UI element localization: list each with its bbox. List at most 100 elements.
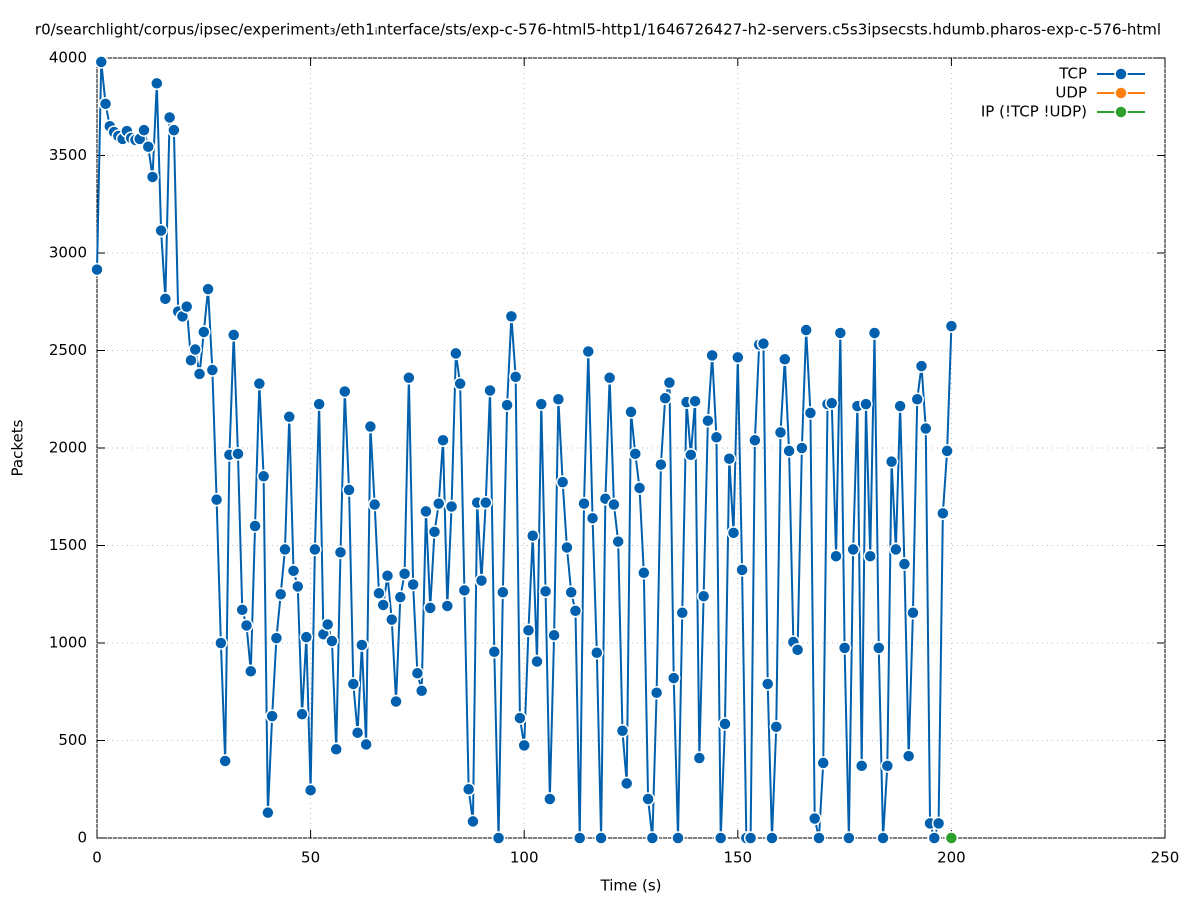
data-point [359, 737, 373, 752]
data-point [919, 421, 933, 436]
data-point [449, 346, 463, 361]
data-point [402, 371, 416, 385]
data-point [696, 589, 711, 603]
data-point [863, 549, 877, 563]
x-tick-label: 150 [723, 849, 752, 867]
data-point [743, 831, 758, 845]
data-point [479, 495, 493, 510]
data-point [273, 587, 288, 601]
data-point [179, 299, 194, 314]
data-point [713, 831, 728, 845]
data-point [718, 717, 732, 731]
data-point [350, 725, 365, 740]
data-point [675, 606, 690, 620]
data-point [585, 511, 600, 525]
data-point [530, 654, 544, 669]
data-point [825, 396, 839, 410]
data-point [572, 831, 587, 845]
data-point [291, 579, 305, 594]
data-point [748, 433, 762, 447]
data-point [303, 783, 318, 797]
data-point [889, 542, 903, 557]
data-point [944, 319, 959, 333]
data-point [363, 419, 378, 434]
data-point [842, 831, 856, 845]
data-point [931, 816, 946, 831]
data-point [884, 454, 899, 469]
data-point [367, 497, 382, 512]
data-point [701, 413, 715, 428]
data-point [346, 677, 361, 691]
data-point [278, 542, 292, 557]
y-tick-label: 1000 [49, 634, 87, 652]
data-point [461, 782, 476, 796]
data-point [525, 529, 540, 543]
data-point [500, 398, 514, 412]
data-point [244, 664, 258, 679]
legend-label: IP (!TCP !UDP) [981, 103, 1087, 121]
data-point [312, 397, 326, 411]
data-point [252, 376, 267, 391]
data-point [607, 497, 621, 512]
data-point [799, 323, 813, 337]
data-point [662, 375, 677, 390]
data-point [658, 391, 672, 406]
data-point [496, 585, 510, 600]
data-point [325, 634, 339, 648]
data-point [167, 123, 181, 137]
y-tick-label: 3000 [49, 244, 87, 262]
x-tick-label: 50 [301, 849, 320, 867]
data-point [594, 831, 608, 845]
data-point [901, 749, 916, 763]
data-point [333, 545, 348, 560]
legend-marker [1114, 86, 1128, 100]
legend-marker [1114, 67, 1128, 81]
data-point [666, 671, 681, 685]
data-point [649, 685, 664, 700]
chart-title: r0/searchlight/corpus/ipsec/experiment₃/… [35, 21, 1161, 39]
data-point [214, 636, 228, 650]
data-point [547, 628, 561, 642]
data-point [619, 776, 634, 791]
data-point [342, 483, 356, 497]
y-axis-label: Packets [9, 419, 27, 476]
data-point [611, 534, 625, 549]
data-point [756, 336, 771, 351]
y-tick-label: 0 [77, 829, 87, 847]
y-tick-label: 2000 [49, 439, 87, 457]
data-point [231, 447, 245, 461]
legend-label: UDP [1055, 84, 1087, 102]
data-point [235, 603, 249, 617]
data-point [760, 677, 775, 691]
x-tick-label: 0 [92, 849, 102, 867]
data-point [436, 433, 450, 447]
data-point [98, 97, 113, 111]
data-point [709, 430, 724, 445]
data-point [581, 344, 596, 359]
data-point [295, 707, 309, 721]
data-point [688, 394, 702, 408]
data-point [410, 666, 425, 680]
data-point [782, 444, 796, 458]
legend-label: TCP [1058, 65, 1087, 83]
data-point [440, 599, 455, 613]
x-tick-label: 100 [510, 849, 539, 867]
data-point [684, 448, 698, 462]
data-point [338, 384, 352, 399]
data-point [419, 504, 433, 519]
data-point [372, 586, 386, 601]
data-point [308, 542, 322, 557]
data-point [940, 444, 954, 458]
data-point [406, 577, 420, 592]
data-point [154, 223, 168, 238]
data-point [205, 363, 220, 377]
data-point [329, 742, 343, 757]
legend-marker [1114, 105, 1128, 119]
data-point [624, 405, 638, 419]
data-point [487, 645, 502, 659]
data-point [201, 282, 215, 296]
y-tick-label: 500 [58, 731, 87, 749]
data-point [914, 359, 929, 373]
data-point [833, 326, 848, 340]
data-point [256, 469, 271, 484]
